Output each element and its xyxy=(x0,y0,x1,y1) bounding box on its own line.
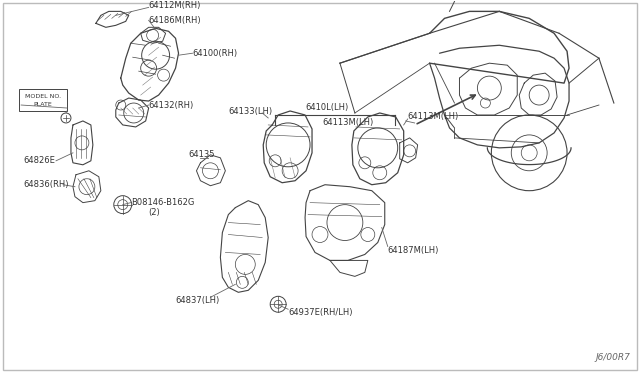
Text: 64937E(RH/LH): 64937E(RH/LH) xyxy=(288,308,353,317)
Text: 64187M(LH): 64187M(LH) xyxy=(388,246,439,255)
Text: 64132(RH): 64132(RH) xyxy=(148,100,194,109)
Text: 6410L(LH): 6410L(LH) xyxy=(305,103,348,112)
Text: B08146-B162G: B08146-B162G xyxy=(131,198,194,207)
Text: 64133(LH): 64133(LH) xyxy=(228,106,273,115)
Text: 64836(RH): 64836(RH) xyxy=(23,180,68,189)
Text: J6/00R7: J6/00R7 xyxy=(596,353,631,362)
Bar xyxy=(19,89,67,111)
Text: 64186M(RH): 64186M(RH) xyxy=(148,16,202,25)
Text: (2): (2) xyxy=(148,208,161,217)
Text: 64113M(LH): 64113M(LH) xyxy=(408,112,459,122)
Text: 64100(RH): 64100(RH) xyxy=(193,49,237,58)
Text: 64113M(LH): 64113M(LH) xyxy=(322,118,373,128)
Text: 64135: 64135 xyxy=(189,150,215,159)
Text: 64837(LH): 64837(LH) xyxy=(175,296,220,305)
Text: MODEL NO.: MODEL NO. xyxy=(25,93,61,99)
Text: 64826E: 64826E xyxy=(23,156,55,165)
Text: PLATE: PLATE xyxy=(34,102,52,106)
Text: 64112M(RH): 64112M(RH) xyxy=(148,1,201,10)
